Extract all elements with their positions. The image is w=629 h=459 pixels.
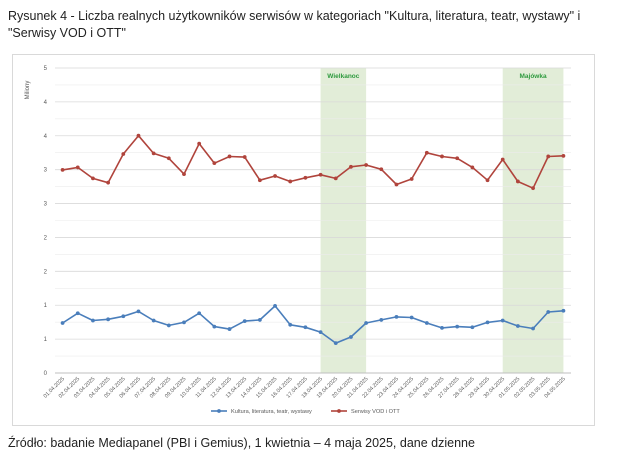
data-point [379, 318, 384, 322]
data-point [561, 153, 566, 158]
chart-figure: Wielkanoc Majówka 0 1 1 2 2 3 3 4 4 5 Miliony 01.04.… [12, 54, 595, 426]
data-point [257, 178, 262, 183]
data-point [227, 327, 232, 331]
data-point [409, 315, 414, 320]
data-point [561, 308, 566, 313]
data-point [166, 156, 171, 161]
y-tick-label: 4 [44, 134, 48, 140]
data-point [333, 176, 338, 181]
data-point [182, 320, 186, 325]
data-point [212, 324, 217, 329]
data-point [333, 341, 338, 346]
data-point [349, 164, 353, 169]
data-point [166, 323, 171, 328]
y-tick-label: 5 [44, 66, 48, 72]
band-label: Majówka [520, 73, 547, 80]
data-point [409, 177, 414, 181]
data-point [364, 163, 369, 167]
data-point [424, 150, 429, 155]
series-2 [60, 133, 566, 191]
data-point [288, 179, 293, 184]
y-tick-label: 2 [44, 269, 48, 275]
legend-marker [217, 409, 221, 413]
data-point [531, 326, 535, 331]
data-point [485, 320, 490, 325]
axes: 0112233445Miliony01.04.202502.04.202503.… [25, 66, 571, 399]
data-point [500, 318, 505, 323]
series-1 [60, 304, 566, 346]
data-point [531, 186, 535, 191]
data-point [197, 311, 202, 316]
data-point [303, 175, 308, 180]
data-point [60, 167, 65, 172]
data-point [424, 321, 429, 325]
data-point [197, 141, 202, 146]
data-point [273, 304, 277, 308]
y-tick-label: 2 [44, 235, 48, 241]
legend: Kultura, literatura, teatr, wystawy Serwi… [211, 409, 400, 415]
data-point [546, 154, 551, 159]
data-point [318, 172, 323, 177]
source-note: Źródło: badanie Mediapanel (PBI i Gemius… [8, 436, 475, 450]
data-point [121, 314, 126, 319]
data-point [455, 156, 460, 161]
y-tick-label: 3 [44, 202, 48, 208]
data-point [75, 165, 80, 170]
data-point [394, 182, 399, 187]
data-point [500, 157, 505, 162]
data-point [106, 180, 111, 185]
data-point [106, 317, 111, 322]
y-axis-label: Miliony [25, 81, 31, 100]
data-point [364, 321, 369, 325]
series-lines [60, 133, 566, 346]
y-tick-label: 1 [44, 337, 48, 343]
data-point [60, 321, 65, 325]
data-point [273, 174, 277, 178]
data-point [182, 172, 186, 177]
data-point [379, 167, 384, 172]
data-point [440, 325, 444, 330]
y-tick-label: 0 [44, 371, 48, 377]
data-point [515, 179, 520, 184]
figure-caption: Rysunek 4 - Liczba realnych użytkowników… [8, 9, 581, 40]
line-chart: Wielkanoc Majówka 0112233445Miliony01.04.… [25, 66, 571, 415]
gridlines [55, 67, 571, 374]
data-point [485, 178, 490, 183]
data-point [303, 325, 308, 330]
data-point [318, 330, 323, 335]
data-point [242, 319, 247, 324]
series-line [62, 305, 564, 344]
data-point [121, 152, 126, 156]
data-point [75, 311, 80, 316]
data-point [242, 155, 247, 159]
y-tick-label: 1 [44, 303, 48, 309]
data-point [212, 161, 217, 166]
data-point [91, 318, 95, 323]
data-point [257, 318, 262, 322]
data-point [136, 133, 141, 138]
y-tick-label: 3 [44, 168, 48, 174]
data-point [151, 151, 156, 156]
data-point [515, 324, 520, 328]
data-point [546, 310, 551, 314]
y-tick-label: 4 [44, 100, 48, 106]
data-point [455, 324, 460, 329]
data-point [151, 318, 156, 323]
data-point [349, 335, 353, 339]
legend-label: Kultura, literatura, teatr, wystawy [231, 409, 312, 415]
data-point [227, 154, 232, 159]
data-point [470, 165, 475, 170]
data-point [136, 309, 141, 314]
data-point [288, 322, 293, 327]
data-point [91, 176, 95, 181]
legend-marker [337, 409, 341, 413]
series-line [62, 134, 564, 189]
band-label: Wielkanoc [327, 73, 359, 80]
data-point [470, 325, 475, 330]
data-point [440, 154, 444, 159]
legend-label: Serwisy VOD i OTT [351, 409, 400, 415]
data-point [394, 314, 399, 319]
